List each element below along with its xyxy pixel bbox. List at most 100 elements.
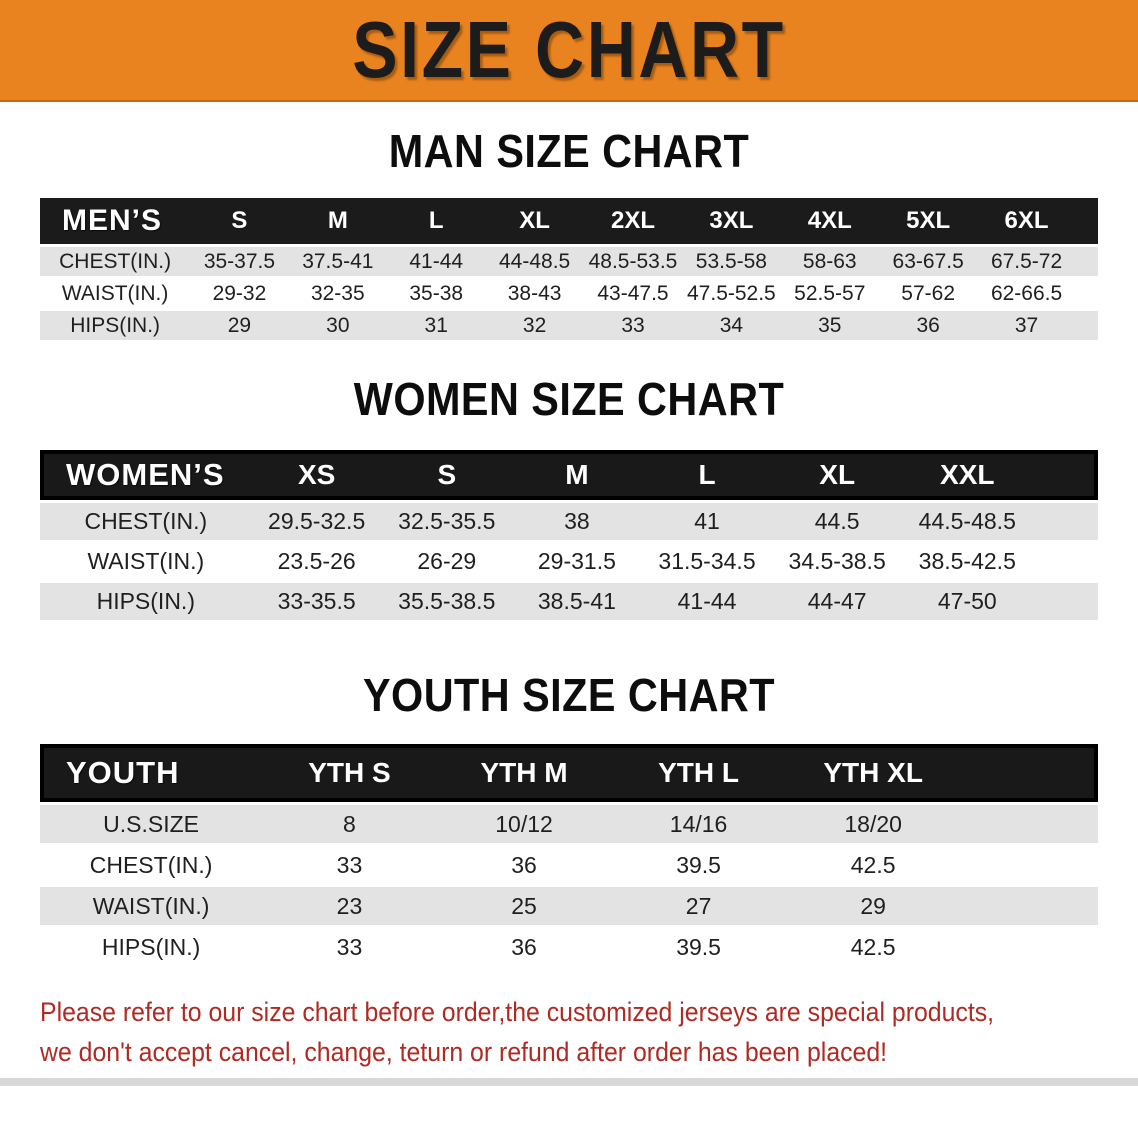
size-cell: 41-44 <box>641 580 773 620</box>
row-label: CHEST(IN.) <box>40 843 263 884</box>
size-cell: 44.5 <box>772 500 903 540</box>
row-label: U.S.SIZE <box>40 802 263 843</box>
table-row: CHEST(IN.) 29.5-32.5 32.5-35.5 38 41 44.… <box>40 500 1098 540</box>
size-cell: 32 <box>485 308 584 340</box>
youth-size-table: YOUTH YTH S YTH M YTH L YTH XL U.S.SIZE … <box>40 744 1098 966</box>
size-cell: 34 <box>682 308 781 340</box>
size-cell: 63-67.5 <box>878 244 978 276</box>
column-header: 4XL <box>780 198 879 244</box>
row-label: CHEST(IN.) <box>40 500 252 540</box>
size-cell: 37 <box>977 308 1076 340</box>
spacer-cell <box>960 925 1098 966</box>
size-cell: 41-44 <box>387 244 486 276</box>
column-header: XL <box>485 198 584 244</box>
size-cell: 44.5-48.5 <box>902 500 1033 540</box>
men-size-table: MEN’S S M L XL 2XL 3XL 4XL 5XL 6XL CHEST… <box>40 198 1098 340</box>
size-cell: 44-47 <box>772 580 903 620</box>
column-header: S <box>381 450 512 500</box>
table-row: HIPS(IN.) 29 30 31 32 33 34 35 36 37 <box>40 308 1098 340</box>
size-cell: 48.5-53.5 <box>583 244 683 276</box>
size-cell: 38-43 <box>485 276 584 308</box>
banner: SIZE CHART <box>0 0 1138 102</box>
column-header: YTH S <box>262 744 437 802</box>
size-cell: 14/16 <box>611 802 786 843</box>
size-cell: 33 <box>262 925 437 966</box>
size-cell: 35 <box>780 308 879 340</box>
size-cell: 39.5 <box>611 925 786 966</box>
size-cell: 33 <box>262 843 437 884</box>
section-women: WOMEN SIZE CHART WOMEN’S XS S M L XL XXL <box>0 376 1138 620</box>
size-cell: 38.5-41 <box>511 580 642 620</box>
row-label: WAIST(IN.) <box>40 884 263 925</box>
women-header-row: WOMEN’S XS S M L XL XXL <box>40 450 1098 500</box>
women-size-table: WOMEN’S XS S M L XL XXL CHEST(IN.) 29.5-… <box>40 450 1098 620</box>
column-header: XS <box>251 450 382 500</box>
column-header: XL <box>772 450 903 500</box>
size-cell: 26-29 <box>381 540 512 580</box>
spacer-cell <box>1032 500 1098 540</box>
size-cell: 39.5 <box>611 843 786 884</box>
size-cell: 36 <box>436 843 612 884</box>
size-cell: 25 <box>436 884 612 925</box>
size-cell: 10/12 <box>436 802 612 843</box>
column-header: YTH L <box>611 744 786 802</box>
size-cell: 36 <box>878 308 978 340</box>
table-row: WAIST(IN.) 23.5-26 26-29 29-31.5 31.5-34… <box>40 540 1098 580</box>
size-cell: 29.5-32.5 <box>251 500 382 540</box>
size-cell: 38.5-42.5 <box>902 540 1033 580</box>
section-men: MAN SIZE CHART MEN’S S M L XL 2XL 3XL 4X… <box>0 128 1138 340</box>
size-cell: 29 <box>785 884 961 925</box>
table-row: CHEST(IN.) 35-37.5 37.5-41 41-44 44-48.5… <box>40 244 1098 276</box>
row-label: WAIST(IN.) <box>40 540 252 580</box>
size-cell: 62-66.5 <box>977 276 1076 308</box>
spacer-cell <box>1075 276 1098 308</box>
size-cell: 8 <box>262 802 437 843</box>
women-group-label: WOMEN’S <box>40 450 252 500</box>
size-chart-page: SIZE CHART MAN SIZE CHART MEN’S S M L XL… <box>0 0 1138 1086</box>
men-group-label: MEN’S <box>40 198 191 244</box>
spacer-cell <box>1075 308 1098 340</box>
spacer-cell <box>960 802 1098 843</box>
spacer-cell <box>960 843 1098 884</box>
row-label: HIPS(IN.) <box>40 925 263 966</box>
row-label: WAIST(IN.) <box>40 276 191 308</box>
size-cell: 57-62 <box>878 276 978 308</box>
size-cell: 18/20 <box>785 802 961 843</box>
spacer-cell <box>1032 580 1098 620</box>
table-row: WAIST(IN.) 23 25 27 29 <box>40 884 1098 925</box>
youth-header-row: YOUTH YTH S YTH M YTH L YTH XL <box>40 744 1098 802</box>
size-cell: 35-38 <box>387 276 486 308</box>
size-cell: 53.5-58 <box>682 244 781 276</box>
size-cell: 36 <box>436 925 612 966</box>
section-youth: YOUTH SIZE CHART YOUTH YTH S YTH M YTH L… <box>0 672 1138 966</box>
size-cell: 33 <box>583 308 683 340</box>
table-row: WAIST(IN.) 29-32 32-35 35-38 38-43 43-47… <box>40 276 1098 308</box>
size-cell: 29-32 <box>190 276 289 308</box>
spacer-cell <box>960 744 1098 802</box>
size-cell: 41 <box>641 500 773 540</box>
size-cell: 43-47.5 <box>583 276 683 308</box>
row-label: CHEST(IN.) <box>40 244 191 276</box>
size-cell: 32.5-35.5 <box>381 500 512 540</box>
banner-title: SIZE CHART <box>352 5 786 94</box>
women-section-title: WOMEN SIZE CHART <box>353 373 785 425</box>
men-section-title: MAN SIZE CHART <box>388 125 750 177</box>
size-cell: 67.5-72 <box>977 244 1076 276</box>
spacer-cell <box>1075 244 1098 276</box>
column-header: 3XL <box>682 198 781 244</box>
table-row: HIPS(IN.) 33-35.5 35.5-38.5 38.5-41 41-4… <box>40 580 1098 620</box>
column-header: XXL <box>902 450 1033 500</box>
spacer-cell <box>1032 450 1098 500</box>
size-cell: 35.5-38.5 <box>381 580 512 620</box>
column-header: 5XL <box>878 198 978 244</box>
footer-note: Please refer to our size chart before or… <box>40 992 1138 1072</box>
size-cell: 35-37.5 <box>190 244 289 276</box>
size-cell: 58-63 <box>780 244 879 276</box>
row-label: HIPS(IN.) <box>40 580 252 620</box>
youth-group-label: YOUTH <box>40 744 263 802</box>
note-line-1: Please refer to our size chart before or… <box>40 997 995 1027</box>
table-row: CHEST(IN.) 33 36 39.5 42.5 <box>40 843 1098 884</box>
size-cell: 33-35.5 <box>251 580 382 620</box>
column-header: YTH XL <box>785 744 961 802</box>
column-header: 2XL <box>583 198 683 244</box>
